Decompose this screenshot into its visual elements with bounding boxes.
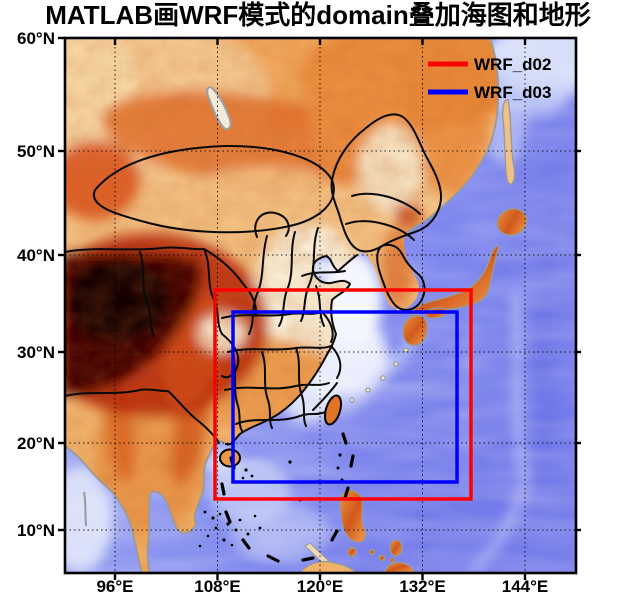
map-plot: WRF_d02 WRF_d03 <box>65 38 576 573</box>
x-tick-label-108e: 108°E <box>194 577 241 596</box>
y-axis-labels: 60°N 50°N 40°N 30°N 20°N 10°N <box>17 29 55 540</box>
wrf-d02-domain-rect <box>213 288 473 501</box>
andaman-islands <box>83 491 87 527</box>
sakhalin-island <box>502 99 516 185</box>
taiwan-island <box>323 394 343 426</box>
legend: WRF_d02 WRF_d03 <box>428 55 551 102</box>
legend-label-d02: WRF_d02 <box>474 55 551 74</box>
hokkaido-island <box>496 208 528 236</box>
nine-dash-line <box>220 432 355 563</box>
x-axis-labels: 96°E 108°E 120°E 132°E 144°E <box>96 577 548 596</box>
y-tick-label-60n: 60°N <box>17 29 55 48</box>
graticule-gridlines <box>65 38 576 573</box>
y-tick-label-20n: 20°N <box>17 434 55 453</box>
x-tick-label-120e: 120°E <box>297 577 344 596</box>
y-tick-label-40n: 40°N <box>17 246 55 265</box>
x-tick-label-132e: 132°E <box>399 577 446 596</box>
islands-layer <box>83 86 528 573</box>
ryukyu-islands <box>349 307 409 403</box>
axis-ticks <box>58 36 581 580</box>
wrf-d03-domain-rect <box>231 310 459 484</box>
y-tick-label-10n: 10°N <box>17 521 55 540</box>
figure-title: MATLAB画WRF模式的domain叠加海图和地形 <box>45 0 590 30</box>
x-tick-label-96e: 96°E <box>96 577 133 596</box>
legend-label-d03: WRF_d03 <box>474 83 551 102</box>
legend-item-d02: WRF_d02 <box>428 55 551 74</box>
province-boundaries <box>65 113 442 446</box>
lake-baikal <box>206 86 232 130</box>
honshu-island <box>408 245 500 317</box>
kyushu-island <box>402 314 428 347</box>
y-tick-label-30n: 30°N <box>17 343 55 362</box>
china-coast-boundary <box>225 254 358 446</box>
borneo-coast <box>299 560 357 573</box>
y-tick-label-50n: 50°N <box>17 142 55 161</box>
philippines-islands <box>339 489 415 573</box>
continent-coastline <box>65 38 500 573</box>
x-tick-label-144e: 144°E <box>502 577 549 596</box>
legend-item-d03: WRF_d03 <box>428 83 551 102</box>
